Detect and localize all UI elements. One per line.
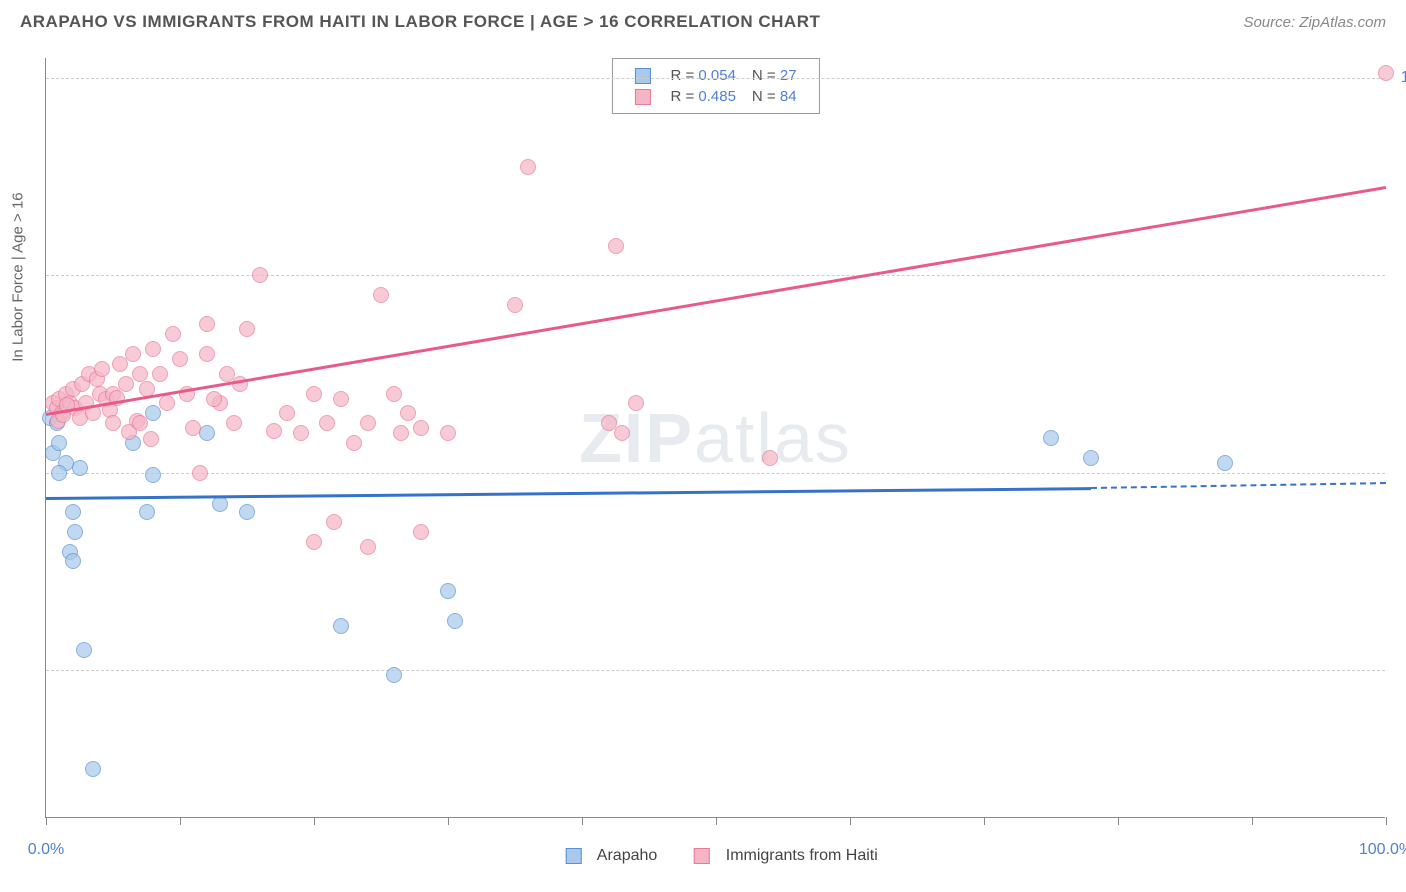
trend-line — [46, 487, 1091, 499]
legend-row: R = 0.485N = 84 — [626, 86, 804, 107]
scatter-point — [67, 524, 83, 540]
scatter-point — [118, 376, 134, 392]
scatter-point — [266, 423, 282, 439]
scatter-point — [293, 425, 309, 441]
scatter-point — [51, 435, 67, 451]
scatter-point — [400, 405, 416, 421]
scatter-point — [85, 761, 101, 777]
scatter-point — [159, 395, 175, 411]
scatter-point — [614, 425, 630, 441]
gridline-h — [46, 670, 1385, 671]
legend-item: Arapaho — [553, 847, 657, 864]
scatter-point — [76, 642, 92, 658]
scatter-point — [360, 539, 376, 555]
scatter-point — [165, 326, 181, 342]
scatter-point — [94, 361, 110, 377]
scatter-point — [393, 425, 409, 441]
scatter-point — [628, 395, 644, 411]
scatter-point — [333, 391, 349, 407]
scatter-point — [306, 386, 322, 402]
scatter-point — [152, 366, 168, 382]
source-attribution: Source: ZipAtlas.com — [1243, 14, 1386, 31]
scatter-point — [239, 321, 255, 337]
scatter-point — [279, 405, 295, 421]
scatter-point — [139, 504, 155, 520]
scatter-point — [1043, 430, 1059, 446]
scatter-point — [413, 420, 429, 436]
x-tick — [1118, 817, 1119, 825]
scatter-point — [520, 159, 536, 175]
x-tick-label: 100.0% — [1359, 841, 1406, 859]
x-tick-label: 0.0% — [28, 841, 64, 859]
scatter-point — [145, 341, 161, 357]
scatter-point — [1083, 450, 1099, 466]
chart-header: ARAPAHO VS IMMIGRANTS FROM HAITI IN LABO… — [0, 0, 1406, 40]
scatter-point — [65, 504, 81, 520]
scatter-point — [132, 415, 148, 431]
scatter-point — [212, 496, 228, 512]
scatter-point — [199, 316, 215, 332]
scatter-point — [386, 386, 402, 402]
scatter-point — [239, 504, 255, 520]
scatter-point — [145, 405, 161, 421]
scatter-point — [319, 415, 335, 431]
x-tick — [716, 817, 717, 825]
scatter-point — [447, 613, 463, 629]
legend-row: R = 0.054N = 27 — [626, 65, 804, 86]
trend-line — [46, 186, 1386, 415]
y-tick-label: 100.0% — [1401, 69, 1406, 87]
series-legend: Arapaho Immigrants from Haiti — [541, 847, 890, 865]
scatter-point — [440, 583, 456, 599]
scatter-point — [373, 287, 389, 303]
legend-item: Immigrants from Haiti — [681, 847, 877, 864]
scatter-point — [360, 415, 376, 431]
scatter-point — [306, 534, 322, 550]
scatter-point — [145, 467, 161, 483]
x-tick — [46, 817, 47, 825]
scatter-point — [65, 553, 81, 569]
x-tick — [582, 817, 583, 825]
chart-title: ARAPAHO VS IMMIGRANTS FROM HAITI IN LABO… — [20, 12, 820, 32]
scatter-point — [386, 667, 402, 683]
scatter-point — [72, 460, 88, 476]
correlation-legend: R = 0.054N = 27R = 0.485N = 84 — [611, 58, 819, 114]
trend-line-projected — [1091, 482, 1386, 489]
y-axis-label: In Labor Force | Age > 16 — [10, 192, 27, 361]
gridline-h — [46, 275, 1385, 276]
scatter-point — [125, 346, 141, 362]
scatter-point — [252, 267, 268, 283]
scatter-point — [51, 465, 67, 481]
scatter-point — [112, 356, 128, 372]
scatter-point — [1217, 455, 1233, 471]
scatter-point — [608, 238, 624, 254]
scatter-point — [143, 431, 159, 447]
scatter-point — [346, 435, 362, 451]
scatter-point — [326, 514, 342, 530]
scatter-point — [1378, 65, 1394, 81]
x-tick — [984, 817, 985, 825]
scatter-chart: In Labor Force | Age > 16 ZIPatlas R = 0… — [45, 58, 1385, 818]
x-tick — [1252, 817, 1253, 825]
scatter-point — [172, 351, 188, 367]
x-tick — [180, 817, 181, 825]
scatter-point — [206, 391, 222, 407]
scatter-point — [440, 425, 456, 441]
scatter-point — [199, 346, 215, 362]
scatter-point — [185, 420, 201, 436]
scatter-point — [105, 415, 121, 431]
scatter-point — [333, 618, 349, 634]
scatter-point — [226, 415, 242, 431]
scatter-point — [132, 366, 148, 382]
gridline-h — [46, 473, 1385, 474]
x-tick — [314, 817, 315, 825]
x-tick — [448, 817, 449, 825]
gridline-h — [46, 78, 1385, 79]
scatter-point — [413, 524, 429, 540]
scatter-point — [507, 297, 523, 313]
x-tick — [850, 817, 851, 825]
scatter-point — [762, 450, 778, 466]
scatter-point — [192, 465, 208, 481]
x-tick — [1386, 817, 1387, 825]
